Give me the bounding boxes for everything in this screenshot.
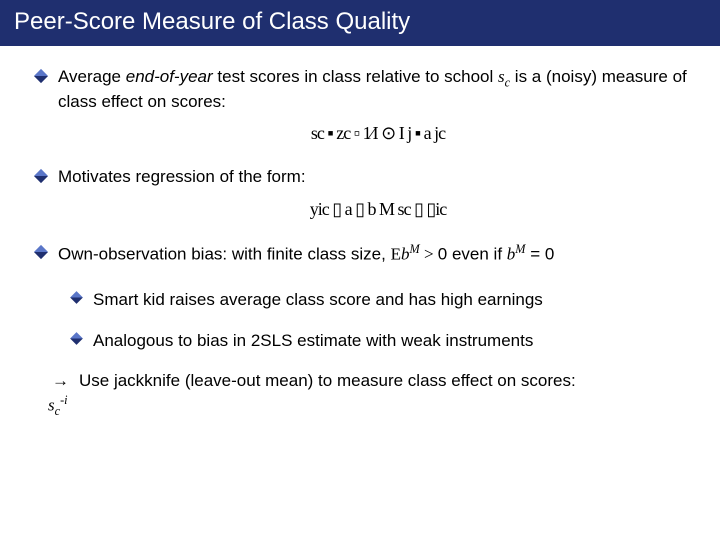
bullet-icon (70, 291, 83, 304)
math-var: s (498, 67, 505, 86)
sub-bullet-2: Analogous to bias in 2SLS estimate with … (72, 330, 690, 351)
slide-title: Peer-Score Measure of Class Quality (14, 8, 410, 35)
math-var: b (507, 245, 516, 264)
bullet-2-text: Motivates regression of the form: (58, 166, 690, 187)
bullet-1: Average end-of-year test scores in class… (36, 66, 690, 112)
text: Own-observation bias: with finite class … (58, 245, 391, 264)
conclusion-text: Use jackknife (leave-out mean) to measur… (79, 371, 576, 390)
bullet-icon (34, 169, 48, 183)
arrow-icon: → (52, 371, 69, 390)
bullet-icon (34, 245, 48, 259)
bullet-icon (70, 332, 83, 345)
math-var: s (48, 395, 55, 414)
math-sup: M (409, 242, 419, 256)
slide-body: Average end-of-year test scores in class… (0, 46, 720, 429)
conclusion: → Use jackknife (leave-out mean) to measu… (40, 370, 690, 420)
bullet-icon (34, 69, 48, 83)
sub-bullet-1-text: Smart kid raises average class score and… (93, 289, 690, 310)
math-sup: -i (60, 393, 67, 407)
bullet-3: Own-observation bias: with finite class … (36, 242, 690, 265)
sub-bullet-1: Smart kid raises average class score and… (72, 289, 690, 310)
text: 0 even if (438, 245, 507, 264)
text: Average (58, 67, 126, 86)
math-op: > (420, 245, 438, 264)
text-italic: end-of-year (126, 67, 213, 86)
text: test scores in class relative to school (213, 67, 498, 86)
equation-2: yic ▯ a ▯ b M sc ▯ ▯ic (66, 198, 690, 221)
sub-bullet-2-text: Analogous to bias in 2SLS estimate with … (93, 330, 690, 351)
math-var: E (391, 245, 401, 264)
equation-1: sc ▪ zc ▫ 1⁄I ⊙ I j ▪ a jc (66, 122, 690, 145)
math-sup: M (515, 242, 525, 256)
bullet-1-text: Average end-of-year test scores in class… (58, 66, 690, 112)
text: = 0 (525, 245, 554, 264)
slide-title-bar: Peer-Score Measure of Class Quality (0, 0, 720, 46)
bullet-3-text: Own-observation bias: with finite class … (58, 242, 690, 265)
bullet-2: Motivates regression of the form: (36, 166, 690, 187)
